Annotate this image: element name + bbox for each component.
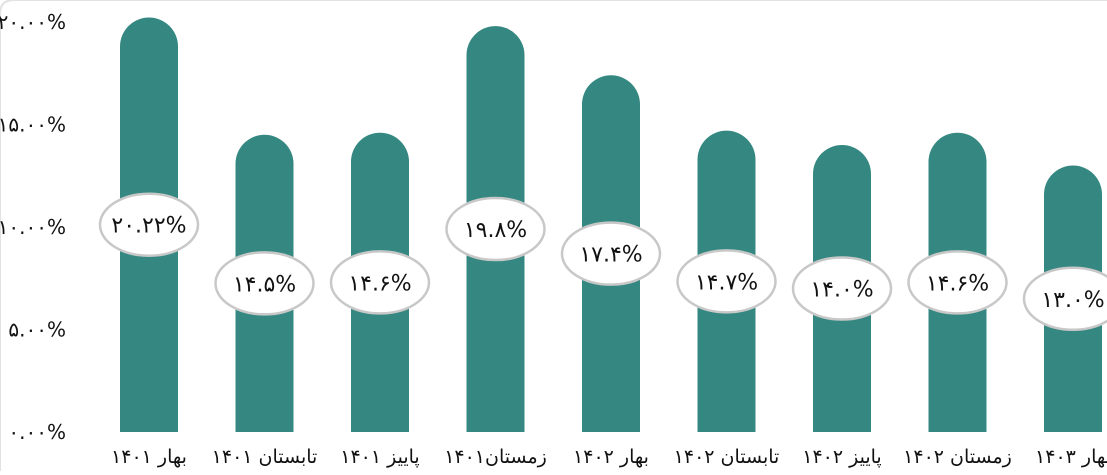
x-tick-label: تابستان ۱۴۰۲ <box>674 446 780 468</box>
x-tick-label: پاییز ۱۴۰۲ <box>802 446 881 468</box>
x-tick-label: بهار ۱۴۰۱ <box>111 446 187 468</box>
x-tick-label: بهار ۱۴۰۲ <box>573 446 649 468</box>
data-label-bubble <box>329 250 431 315</box>
data-label: ۱۹.۸% <box>464 218 527 243</box>
x-tick-label: پاییز ۱۴۰۱ <box>340 446 419 468</box>
y-tick-label: ۱۰.۰۰% <box>0 215 66 239</box>
data-label-bubble <box>1022 266 1107 331</box>
data-labels: ۲۰.۲۲% ۱۴.۵% ۱۴.۶% ۱۹.۸% ۱۷.۴% ۱۴.۷% ۱۴.۰% ۱۴.۶… <box>98 192 1107 331</box>
data-label-bubble <box>214 251 315 316</box>
data-label: ۱۳.۰% <box>1041 288 1104 313</box>
y-tick-label: ۱۵.۰۰% <box>0 113 66 137</box>
data-label: ۱۴.۶% <box>348 271 411 296</box>
x-tick-label: بهار ۱۴۰۳ <box>1035 446 1107 468</box>
data-label: ۱۴.۶% <box>926 271 989 296</box>
x-axis: بهار ۱۴۰۱ تابستان ۱۴۰۱ پاییز ۱۴۰۱ زمستان۱۴۰… <box>111 446 1107 468</box>
data-label: ۲۰.۲۲% <box>111 214 186 239</box>
y-tick-label: ۰.۰۰% <box>8 420 66 444</box>
x-tick-label: تابستان ۱۴۰۱ <box>212 446 318 468</box>
data-label-bubble <box>907 250 1008 315</box>
data-label-bubble <box>676 249 777 314</box>
x-tick-label: زمستان۱۴۰۱ <box>444 446 547 468</box>
data-label-bubble <box>98 192 200 257</box>
data-label-bubble <box>445 196 546 262</box>
data-label: ۱۴.۵% <box>233 272 296 297</box>
data-label: ۱۴.۰% <box>810 278 873 303</box>
data-label-bubble <box>791 256 893 321</box>
data-label: ۱۷.۴% <box>579 243 642 268</box>
x-tick-label: زمستان ۱۴۰۲ <box>903 446 1012 468</box>
data-label-bubble <box>560 221 662 286</box>
y-tick-label: ۲۰.۰۰% <box>0 10 66 34</box>
data-label: ۱۴.۷% <box>695 270 758 295</box>
y-axis: ۰.۰۰% ۵.۰۰% ۱۰.۰۰% ۱۵.۰۰% ۲۰.۰۰% <box>0 10 66 444</box>
y-tick-label: ۵.۰۰% <box>8 318 66 342</box>
